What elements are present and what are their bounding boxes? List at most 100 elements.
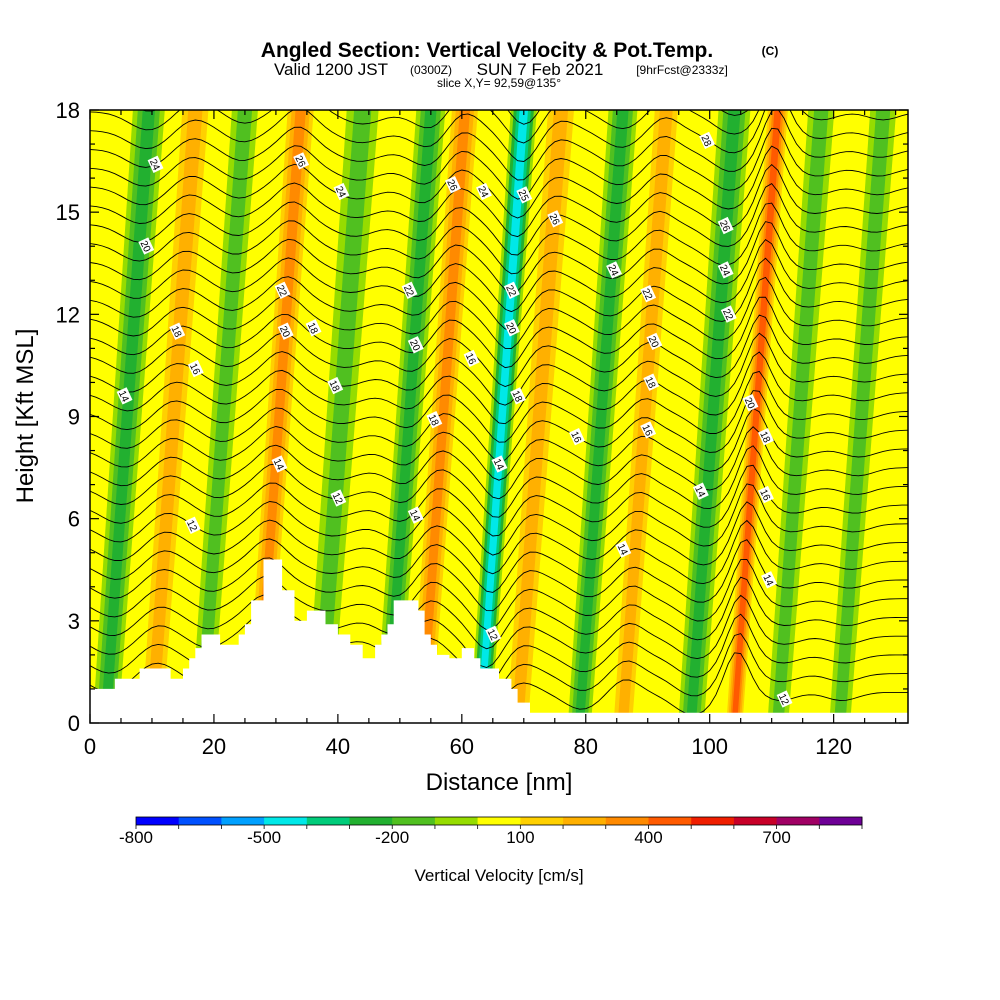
colorbar-swatch	[648, 817, 692, 825]
contour-label-text: 26	[717, 219, 732, 234]
contour-label-bg	[116, 387, 133, 405]
contour-label: 16	[463, 349, 480, 368]
contour-label-text: 16	[639, 423, 654, 438]
contour-label: 22	[503, 281, 520, 299]
velocity-band	[195, 110, 253, 723]
chart-title: Angled Section: Vertical Velocity & Pot.…	[261, 39, 713, 62]
contour-label-bg	[643, 373, 660, 391]
contour-label-text: 20	[138, 239, 153, 254]
colorbar-swatch	[819, 817, 863, 825]
colorbar-swatch	[264, 817, 308, 825]
contour-label-bg	[569, 428, 585, 446]
contour-label: 20	[277, 322, 294, 340]
contour-label-text: 18	[643, 375, 658, 390]
colorbar-swatch	[306, 817, 350, 825]
colorbar-tick-label: 400	[634, 828, 662, 847]
valid-time-utc: (0300Z)	[410, 63, 452, 77]
colorbar-swatch	[349, 817, 393, 825]
contour-label-bg	[615, 540, 632, 558]
isentrope-line	[90, 110, 908, 144]
x-tick-label: 120	[815, 734, 852, 759]
colorbar-swatch	[776, 817, 820, 825]
x-tick-label: 40	[326, 734, 350, 759]
colorbar-swatch	[520, 817, 564, 825]
contour-label-text: 12	[184, 519, 199, 534]
contour-label-text: 14	[692, 484, 707, 499]
contour-label-text: 12	[485, 628, 500, 643]
contour-label-text: 26	[547, 212, 562, 227]
contour-label-bg	[742, 394, 759, 412]
x-axis-label: Distance [nm]	[426, 769, 573, 796]
contour-label: 18	[327, 376, 344, 395]
contour-label-bg	[476, 182, 492, 201]
contour-label-bg	[277, 322, 294, 340]
colorbar-swatch	[221, 817, 265, 825]
isentrope-line	[90, 257, 908, 331]
isentrope-line	[90, 519, 908, 593]
contour-label-text: 14	[271, 457, 286, 472]
contour-label-bg	[333, 182, 350, 201]
contour-label: 24	[147, 155, 164, 173]
contour-label-text: 28	[698, 134, 713, 149]
contour-label-bg	[720, 305, 737, 323]
velocity-band	[477, 110, 528, 723]
contour-label-text: 18	[305, 321, 320, 336]
velocity-band	[100, 110, 155, 723]
colorbar-swatch	[392, 817, 436, 825]
contour-label-bg	[491, 455, 508, 473]
x-tick-label: 20	[202, 734, 226, 759]
contour-label-bg	[699, 131, 715, 150]
contour-label: 24	[605, 261, 622, 279]
contour-label: 20	[138, 237, 155, 255]
contour-label-bg	[503, 319, 520, 337]
contour-label: 14	[407, 506, 424, 524]
colorbar-swatch	[136, 817, 180, 825]
velocity-band	[731, 110, 782, 723]
contour-label-bg	[692, 482, 709, 500]
slice-info: slice X,Y= 92,59@135°	[437, 76, 561, 90]
isentrope-line	[90, 332, 908, 406]
y-tick-label: 15	[56, 200, 80, 225]
isentrope-line	[90, 110, 908, 162]
forecast-info: [9hrFcst@2333z]	[636, 63, 728, 77]
contour-label-bg	[547, 210, 564, 228]
y-tick-label: 9	[68, 405, 80, 430]
contour-label-text: 20	[646, 335, 661, 350]
contour-label-bg	[510, 387, 526, 405]
contour-label-bg	[463, 349, 480, 368]
contour-label: 25	[516, 186, 533, 204]
contour-label-bg	[401, 281, 418, 299]
contour-label-text: 24	[333, 185, 348, 200]
contour-label: 16	[187, 359, 204, 378]
velocity-band	[417, 110, 471, 723]
contour-label: 12	[776, 690, 793, 708]
colorbar-frame	[135, 816, 863, 826]
velocity-band	[382, 110, 437, 723]
contour-label-text: 18	[757, 430, 772, 445]
colorbar-label: Vertical Velocity [cm/s]	[414, 866, 583, 885]
contour-label-text: 16	[568, 430, 583, 445]
contour-label: 14	[615, 540, 632, 558]
contour-label-text: 24	[717, 263, 732, 278]
y-axis-label: Height [Kft MSL]	[12, 329, 39, 504]
x-tick-label: 100	[691, 734, 728, 759]
isentrope-line	[90, 183, 908, 256]
y-axis: 0 3 6 9 12 15 18	[56, 98, 908, 736]
contour-label-bg	[776, 690, 793, 708]
contour-label: 24	[717, 261, 734, 279]
contour-label: 22	[401, 281, 418, 299]
colorbar-swatch	[733, 817, 778, 825]
isentrope-line	[90, 202, 908, 275]
velocity-band	[772, 110, 829, 723]
colorbar-swatch	[605, 817, 649, 825]
contour-label-bg	[640, 421, 657, 439]
contour-label-bg	[606, 261, 622, 279]
contour-label-text: 22	[720, 307, 735, 322]
isentrope-line	[90, 238, 908, 313]
colorbar-tick-label: 700	[762, 828, 790, 847]
isentrope-line	[90, 445, 908, 518]
contour-label: 12	[485, 625, 502, 643]
y-tick-label: 6	[68, 507, 80, 532]
y-tick-label: 3	[68, 609, 80, 634]
contour-label: 24	[333, 182, 350, 201]
